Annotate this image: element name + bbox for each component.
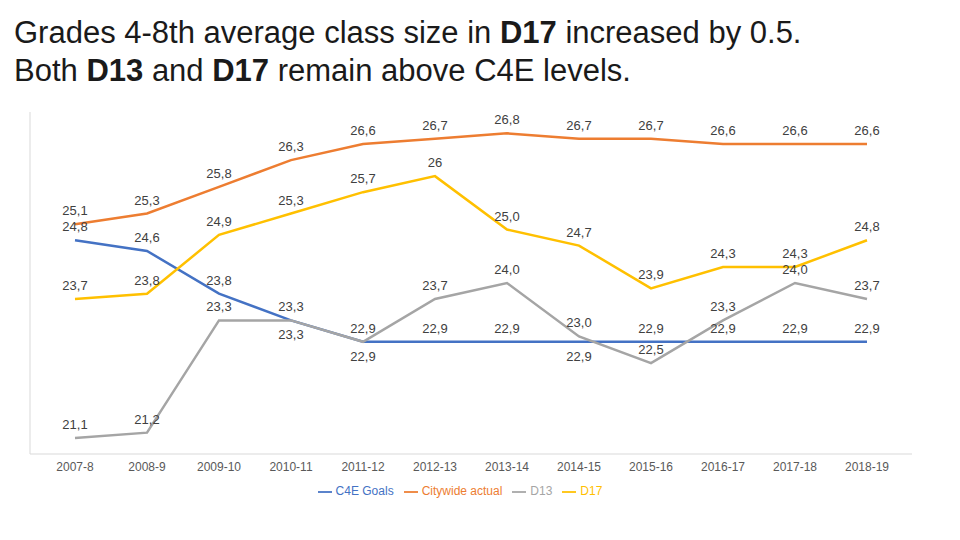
svg-text:2014-15: 2014-15	[557, 460, 601, 474]
svg-text:24,3: 24,3	[782, 246, 807, 261]
svg-text:23,3: 23,3	[278, 299, 303, 314]
svg-text:26,6: 26,6	[854, 123, 879, 138]
svg-text:24,6: 24,6	[134, 230, 159, 245]
svg-text:2008-9: 2008-9	[128, 460, 166, 474]
svg-text:22,9: 22,9	[350, 321, 375, 336]
svg-text:26,7: 26,7	[638, 118, 663, 133]
svg-text:25,3: 25,3	[278, 193, 303, 208]
svg-text:26,7: 26,7	[422, 118, 447, 133]
svg-text:25,1: 25,1	[62, 203, 87, 218]
svg-text:23,3: 23,3	[206, 299, 231, 314]
svg-text:22,9: 22,9	[494, 321, 519, 336]
svg-text:26: 26	[428, 155, 442, 170]
svg-text:2018-19: 2018-19	[845, 460, 889, 474]
svg-text:24,0: 24,0	[494, 262, 519, 277]
svg-text:2015-16: 2015-16	[629, 460, 673, 474]
svg-text:25,8: 25,8	[206, 166, 231, 181]
svg-text:24,0: 24,0	[782, 262, 807, 277]
html-text:Grades 4-8th average class siz: Grades 4-8th average class size in D17 i…	[14, 15, 802, 88]
svg-text:22,9: 22,9	[566, 349, 591, 364]
svg-text:22,9: 22,9	[422, 321, 447, 336]
svg-text:22,9: 22,9	[854, 321, 879, 336]
svg-text:22,9: 22,9	[710, 321, 735, 336]
svg-text:2017-18: 2017-18	[773, 460, 817, 474]
svg-text:2013-14: 2013-14	[485, 460, 529, 474]
svg-text:2010-11: 2010-11	[269, 460, 312, 474]
svg-text:26,7: 26,7	[566, 118, 591, 133]
svg-text:24,9: 24,9	[206, 214, 231, 229]
svg-text:23,7: 23,7	[854, 278, 879, 293]
svg-text:23,3: 23,3	[278, 327, 303, 342]
svg-text:23,8: 23,8	[134, 273, 159, 288]
svg-text:22,9: 22,9	[782, 321, 807, 336]
svg-text:23,9: 23,9	[638, 267, 663, 282]
svg-text:25,0: 25,0	[494, 209, 519, 224]
svg-text:26,3: 26,3	[278, 139, 303, 154]
svg-text:25,3: 25,3	[134, 193, 159, 208]
svg-text:25,7: 25,7	[350, 171, 375, 186]
svg-text:24,3: 24,3	[710, 246, 735, 261]
svg-text:26,6: 26,6	[710, 123, 735, 138]
svg-text:26,6: 26,6	[782, 123, 807, 138]
svg-text:23,8: 23,8	[206, 273, 231, 288]
svg-text:24,8: 24,8	[854, 219, 879, 234]
svg-text:24,8: 24,8	[62, 219, 87, 234]
svg-text:22,9: 22,9	[350, 349, 375, 364]
svg-text:26,8: 26,8	[494, 112, 519, 127]
svg-text:24,7: 24,7	[566, 225, 591, 240]
html-text:D13: D13	[530, 484, 553, 498]
html-text:D17: D17	[580, 484, 603, 498]
html-text:C4E Goals: C4E Goals	[335, 484, 394, 498]
svg-text:23,0: 23,0	[566, 315, 591, 330]
html-text:Citywide actual: Citywide actual	[421, 484, 503, 498]
svg-text:2007-8: 2007-8	[56, 460, 94, 474]
svg-text:23,7: 23,7	[62, 278, 87, 293]
svg-text:23,3: 23,3	[710, 299, 735, 314]
svg-text:22,9: 22,9	[638, 321, 663, 336]
svg-text:23,7: 23,7	[422, 278, 447, 293]
svg-text:21,2: 21,2	[134, 412, 159, 427]
svg-text:22,5: 22,5	[638, 342, 663, 357]
svg-text:2011-12: 2011-12	[341, 460, 384, 474]
svg-text:21,1: 21,1	[62, 417, 87, 432]
svg-text:2016-17: 2016-17	[701, 460, 745, 474]
svg-text:2012-13: 2012-13	[413, 460, 457, 474]
svg-text:26,6: 26,6	[350, 123, 375, 138]
svg-text:2009-10: 2009-10	[197, 460, 241, 474]
